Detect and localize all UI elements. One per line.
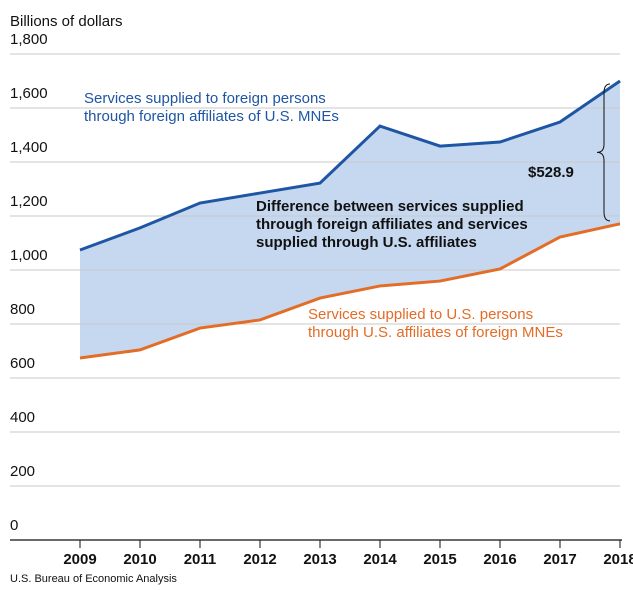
x-tick-label: 2010	[123, 551, 156, 568]
x-tick-label: 2015	[423, 551, 456, 568]
x-tick-label: 2013	[303, 551, 336, 568]
y-tick-label: 200	[10, 463, 35, 480]
x-tick-label: 2018	[603, 551, 633, 568]
y-tick-label: 600	[10, 355, 35, 372]
x-tick-label: 2017	[543, 551, 576, 568]
series-line	[79, 222, 621, 360]
x-tick-label: 2014	[363, 551, 397, 568]
y-tick-label: 1,400	[10, 139, 48, 156]
y-tick-label: 800	[10, 301, 35, 318]
y-tick-label: 0	[10, 517, 18, 534]
x-tick-label: 2012	[243, 551, 276, 568]
brace	[596, 83, 611, 222]
x-tick-label: 2016	[483, 551, 516, 568]
legend-label: Services supplied to foreign persons thr…	[84, 90, 339, 125]
x-tick-label: 2011	[184, 551, 217, 568]
chart-title: Billions of dollars	[10, 13, 123, 30]
y-tick-label: 1,800	[10, 31, 48, 48]
x-tick-label: 2009	[63, 551, 96, 568]
y-tick-label: 1,000	[10, 247, 48, 264]
y-tick-label: 1,200	[10, 193, 48, 210]
source: U.S. Bureau of Economic Analysis	[10, 573, 177, 585]
annotation: Difference between services supplied thr…	[256, 198, 528, 251]
series-line	[79, 79, 621, 252]
annotation: $528.9	[528, 164, 574, 181]
difference-area	[80, 81, 620, 359]
y-tick-label: 400	[10, 409, 35, 426]
y-tick-label: 1,600	[10, 85, 48, 102]
legend-label: Services supplied to U.S. persons throug…	[308, 306, 563, 341]
